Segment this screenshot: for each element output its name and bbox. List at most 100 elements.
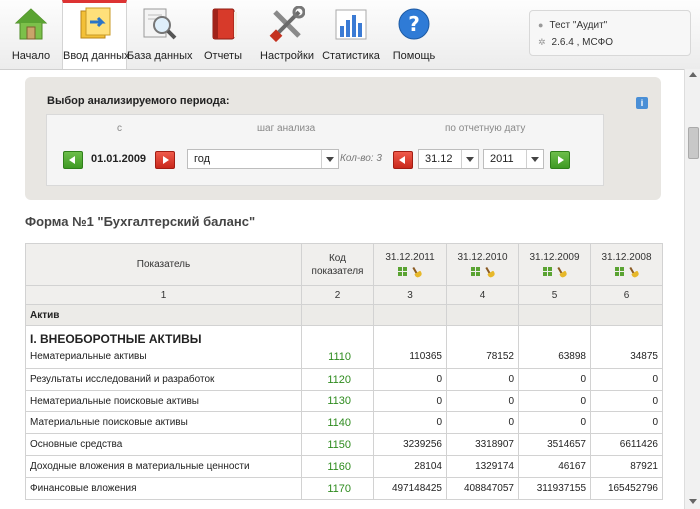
toolbar-label: База данных — [127, 50, 193, 62]
row-code: 1150 — [301, 433, 374, 456]
to-next-button[interactable] — [550, 151, 570, 169]
value-cell[interactable]: 6611426 — [590, 433, 663, 456]
toolbar-item-database[interactable]: База данных — [127, 0, 193, 69]
scrollbar-thumb[interactable] — [688, 127, 699, 159]
gear-icon: ✲ — [538, 37, 546, 47]
header-date: 31.12.2008 — [601, 251, 652, 263]
period-controls: с шаг анализа по отчетную дату 01.01.200… — [46, 114, 604, 186]
value-cell[interactable]: 78152 — [446, 345, 519, 369]
to-day-select[interactable]: 31.12 — [418, 149, 479, 169]
row-code: 1110 — [301, 345, 374, 369]
arrow-right-icon — [163, 156, 169, 164]
scroll-up-arrow-icon[interactable] — [689, 72, 697, 77]
value-cell[interactable]: 28104 — [373, 455, 447, 478]
toolbar-item-help[interactable]: ? Помощь — [383, 0, 445, 69]
header-date: 31.12.2011 — [385, 251, 435, 263]
scroll-down-arrow-icon[interactable] — [689, 499, 697, 504]
toolbar-item-settings[interactable]: Настройки — [255, 0, 319, 69]
toolbar-item-data-entry[interactable]: Ввод данных — [62, 0, 130, 69]
toolbar-label: Отчеты — [203, 50, 243, 62]
chevron-down-icon[interactable] — [321, 150, 338, 168]
row-code: 1120 — [301, 368, 374, 391]
table-row: Нематериальные активы 1110 110365 78152 … — [25, 345, 663, 369]
form-title: Форма №1 "Бухгалтерский баланс" — [25, 214, 256, 229]
settings-tools-icon — [269, 6, 305, 42]
empty-cell — [373, 304, 447, 326]
empty-cell — [590, 304, 663, 326]
value-cell[interactable]: 3514657 — [518, 433, 591, 456]
grid-icon[interactable] — [398, 267, 407, 277]
table-row: Материальные поисковые активы 1140 0 0 0… — [25, 411, 663, 434]
reports-book-icon — [212, 8, 237, 40]
value-cell[interactable]: 0 — [446, 390, 519, 412]
grid-icon[interactable] — [542, 267, 552, 277]
user-row: ● Тест "Аудит" — [538, 20, 607, 31]
period-selection-panel: Выбор анализируемого периода: i с шаг ан… — [25, 77, 661, 200]
svg-text:?: ? — [408, 12, 420, 36]
count-label: Кол-во: 3 — [340, 153, 382, 164]
toolbar-item-home[interactable]: Начало — [0, 0, 62, 69]
from-prev-button[interactable] — [63, 151, 83, 169]
row-name: Нематериальные активы — [25, 345, 302, 369]
to-prev-button[interactable] — [393, 151, 413, 169]
col-number: 5 — [518, 285, 591, 305]
broom-icon[interactable] — [485, 267, 495, 277]
grid-icon[interactable] — [614, 267, 624, 277]
chevron-down-icon[interactable] — [526, 150, 543, 168]
value-cell[interactable]: 46167 — [518, 455, 591, 478]
chevron-down-icon[interactable] — [461, 150, 478, 168]
broom-icon[interactable] — [629, 267, 639, 277]
balance-table: Показатель Код показателя 31.12.2011 31.… — [25, 243, 663, 500]
user-icon: ● — [538, 20, 544, 30]
row-code: 1170 — [301, 477, 374, 500]
value-cell[interactable]: 0 — [373, 368, 447, 391]
value-cell[interactable]: 3318907 — [446, 433, 519, 456]
value-cell[interactable]: 3239256 — [373, 433, 447, 456]
data-entry-icon — [80, 7, 110, 39]
value-cell[interactable]: 0 — [590, 411, 663, 434]
to-year-select[interactable]: 2011 — [483, 149, 544, 169]
header-date-col: 31.12.2011 — [373, 243, 447, 286]
toolbar-item-statistics[interactable]: Статистика — [319, 0, 383, 69]
value-cell[interactable]: 0 — [518, 411, 591, 434]
value-cell[interactable]: 34875 — [590, 345, 663, 369]
value-cell[interactable]: 311937155 — [518, 477, 591, 500]
toolbar-label: Ввод данных — [63, 50, 130, 62]
value-cell[interactable]: 408847057 — [446, 477, 519, 500]
value-cell[interactable]: 0 — [373, 390, 447, 412]
row-name: Доходные вложения в материальные ценност… — [25, 455, 302, 478]
step-select[interactable]: год — [187, 149, 339, 169]
grid-icon[interactable] — [470, 267, 480, 277]
empty-cell — [301, 325, 374, 346]
value-cell[interactable]: 87921 — [590, 455, 663, 478]
user-info-box: ● Тест "Аудит" ✲ 2.6.4 , МСФО — [529, 10, 691, 56]
row-name: Нематериальные поисковые активы — [25, 390, 302, 412]
toolbar-label: Помощь — [392, 50, 436, 62]
value-cell[interactable]: 110365 — [373, 345, 447, 369]
arrow-left-icon — [69, 156, 75, 164]
broom-icon[interactable] — [412, 267, 422, 277]
value-cell[interactable]: 497148425 — [373, 477, 447, 500]
value-cell[interactable]: 165452796 — [590, 477, 663, 500]
home-icon — [14, 8, 48, 40]
empty-cell — [446, 325, 519, 346]
vertical-scrollbar[interactable] — [684, 69, 700, 509]
value-cell[interactable]: 0 — [373, 411, 447, 434]
toolbar-item-reports[interactable]: Отчеты — [191, 0, 255, 69]
value-cell[interactable]: 0 — [518, 390, 591, 412]
broom-icon[interactable] — [557, 267, 567, 277]
value-cell[interactable]: 0 — [518, 368, 591, 391]
database-search-icon — [143, 8, 177, 40]
empty-cell — [518, 325, 591, 346]
info-icon[interactable]: i — [636, 97, 648, 109]
value-cell[interactable]: 0 — [590, 390, 663, 412]
col-step-label: шаг анализа — [257, 123, 316, 134]
value-cell[interactable]: 1329174 — [446, 455, 519, 478]
value-cell[interactable]: 63898 — [518, 345, 591, 369]
main-toolbar: Начало Ввод данных База данных Отчеты — [0, 0, 700, 70]
value-cell[interactable]: 0 — [590, 368, 663, 391]
value-cell[interactable]: 0 — [446, 368, 519, 391]
from-next-button[interactable] — [155, 151, 175, 169]
header-date: 31.12.2009 — [529, 251, 580, 263]
value-cell[interactable]: 0 — [446, 411, 519, 434]
